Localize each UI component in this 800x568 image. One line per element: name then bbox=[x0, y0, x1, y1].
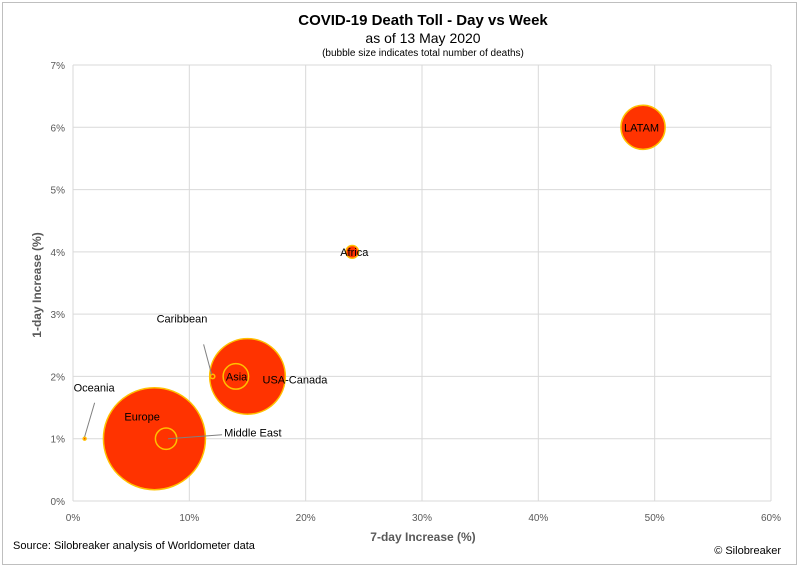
x-tick-label: 50% bbox=[645, 513, 665, 524]
bubble-europe bbox=[102, 386, 207, 491]
source-note: Source: Silobreaker analysis of Worldome… bbox=[13, 540, 256, 552]
y-tick-label: 6% bbox=[51, 123, 66, 134]
bubble-chart: COVID-19 Death Toll - Day vs Week as of … bbox=[13, 12, 782, 557]
y-axis-title: 1-day Increase (%) bbox=[30, 232, 44, 337]
data-labels: Europe USA-Canada LATAM Asia Middle East Afri… bbox=[74, 122, 659, 439]
y-tick-label: 1% bbox=[51, 435, 66, 446]
tick-labels: 0% 10% 20% 30% 40% 50% 60% 0% 1% 2% 3% 4% 5% 6% 7% bbox=[51, 61, 782, 524]
x-tick-label: 30% bbox=[412, 513, 432, 524]
x-axis-title: 7-day Increase (%) bbox=[370, 530, 475, 544]
x-tick-label: 20% bbox=[296, 513, 316, 524]
chart-title: COVID-19 Death Toll - Day vs Week bbox=[298, 12, 548, 29]
data-label: Oceania bbox=[74, 383, 116, 395]
copyright-note: © Silobreaker bbox=[714, 545, 781, 557]
x-tick-label: 0% bbox=[66, 513, 81, 524]
y-tick-label: 7% bbox=[51, 61, 66, 72]
y-tick-label: 5% bbox=[51, 186, 66, 197]
data-label: LATAM bbox=[624, 122, 659, 134]
y-tick-label: 3% bbox=[51, 310, 66, 321]
bubble-latam bbox=[620, 104, 666, 151]
y-tick-label: 4% bbox=[51, 248, 66, 259]
data-label: Asia bbox=[226, 371, 248, 383]
bubble-oceania bbox=[82, 436, 87, 441]
data-label: Middle East bbox=[224, 428, 281, 440]
bubbles bbox=[82, 104, 666, 491]
x-tick-label: 60% bbox=[761, 513, 781, 524]
data-label: Africa bbox=[340, 247, 369, 259]
bubble-caribbean bbox=[209, 373, 216, 380]
data-label: USA-Canada bbox=[263, 374, 329, 386]
chart-subtitle: as of 13 May 2020 bbox=[365, 30, 480, 46]
leader-line bbox=[168, 434, 223, 440]
data-label: Europe bbox=[124, 412, 159, 424]
x-tick-label: 10% bbox=[179, 513, 199, 524]
leader-line bbox=[84, 402, 96, 437]
y-tick-label: 2% bbox=[51, 372, 66, 383]
bubble-asia bbox=[222, 362, 250, 390]
x-tick-label: 40% bbox=[528, 513, 548, 524]
y-tick-label: 0% bbox=[51, 497, 66, 508]
leader-line bbox=[203, 344, 213, 375]
bubble-africa bbox=[345, 244, 360, 259]
data-label: Caribbean bbox=[157, 313, 208, 325]
chart-note: (bubble size indicates total number of d… bbox=[322, 48, 524, 59]
bubble-middle-east bbox=[154, 427, 178, 451]
